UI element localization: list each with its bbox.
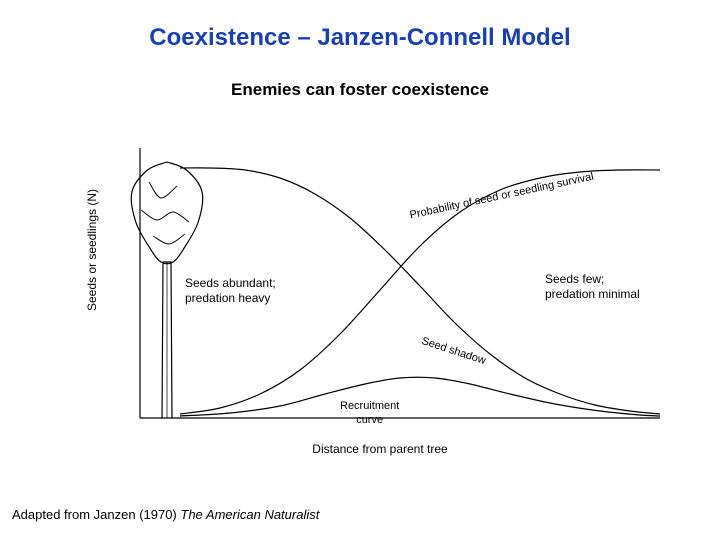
annotation-left-line1: Seeds abundant; (185, 276, 276, 290)
page-title: Coexistence – Janzen-Connell Model (0, 24, 720, 52)
slide: Coexistence – Janzen-Connell Model Enemi… (0, 0, 720, 540)
annotation-right-line2: predation minimal (545, 287, 640, 301)
subtitle: Enemies can foster coexistence (0, 80, 720, 100)
annotation-right-line1: Seeds few; (545, 272, 604, 286)
x-axis-label: Distance from parent tree (100, 442, 660, 456)
annotation-recruit: Recruitment curve (340, 400, 399, 428)
citation-journal: The American Naturalist (180, 507, 319, 522)
annotation-right: Seeds few; predation minimal (545, 272, 640, 302)
citation: Adapted from Janzen (1970) The American … (12, 507, 319, 522)
y-axis-label: Seeds or seedlings (N) (85, 189, 99, 311)
annotation-recruit-line2: curve (356, 414, 383, 426)
annotation-left-line2: predation heavy (185, 291, 270, 305)
citation-prefix: Adapted from Janzen (1970) (12, 507, 180, 522)
annotation-left: Seeds abundant; predation heavy (185, 276, 276, 306)
recruitment-curve (180, 377, 660, 416)
annotation-recruit-line1: Recruitment (340, 400, 399, 412)
